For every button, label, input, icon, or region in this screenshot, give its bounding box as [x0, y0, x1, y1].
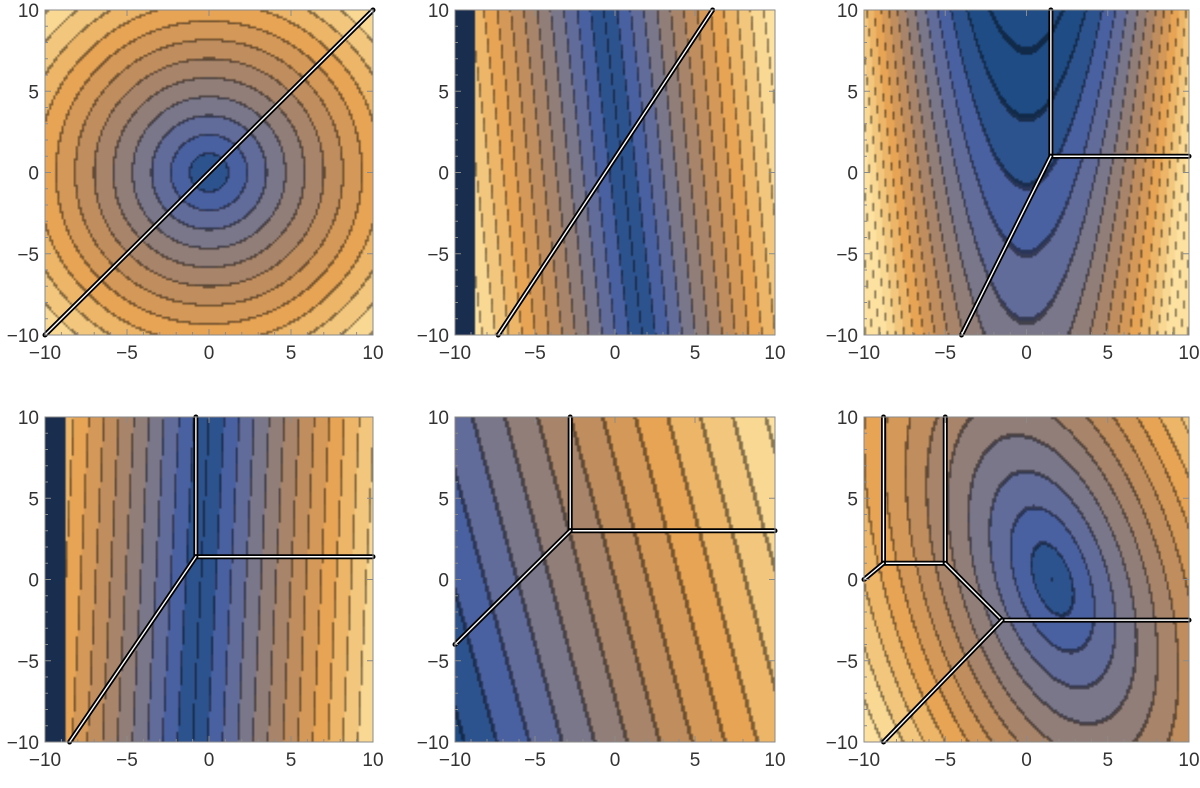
- y-tick-label: −5: [836, 245, 858, 266]
- y-tick-label: 0: [28, 164, 39, 185]
- panel-d: −10−10 −5 −5 0 0 5 5 10 10: [7, 408, 384, 771]
- x-tick-label: 10: [764, 343, 785, 364]
- x-tick-label: −5: [116, 750, 138, 771]
- y-tick-label: −10: [7, 733, 39, 754]
- x-tick-label: 0: [610, 343, 621, 364]
- x-tick-label: −5: [524, 750, 546, 771]
- y-tick-label: −10: [7, 326, 39, 347]
- panel-a: −10−10 −5 −5 0 0 5 5 10 10: [7, 1, 384, 364]
- y-tick-label: 5: [847, 82, 858, 103]
- y-tick-label: 0: [438, 571, 449, 592]
- x-tick-label: 0: [1021, 343, 1032, 364]
- y-tick-label: −10: [826, 326, 858, 347]
- boundary-line-highlight: [497, 9, 714, 336]
- x-tick-label: 0: [204, 750, 215, 771]
- x-tick-label: 10: [1178, 343, 1199, 364]
- contour-field: [455, 10, 775, 335]
- y-tick-label: −5: [17, 652, 39, 673]
- y-tick-label: −5: [427, 245, 449, 266]
- panel-f: −10−10 −5 −5 0 0 5 5 10 10: [826, 408, 1200, 771]
- contour-field: [864, 417, 1189, 742]
- y-tick-label: 10: [428, 408, 449, 429]
- x-tick-label: −10: [439, 343, 471, 364]
- y-tick-label: −5: [427, 652, 449, 673]
- panel-c: −10−10 −5 −5 0 0 5 5 10 10: [826, 1, 1200, 364]
- panel-b: −10−10 −5 −5 0 0 5 5 10 10: [417, 1, 786, 364]
- x-tick-label: −5: [934, 750, 956, 771]
- y-tick-label: 10: [18, 408, 39, 429]
- y-tick-label: 0: [847, 571, 858, 592]
- boundary-line-highlight: [882, 619, 1003, 743]
- y-tick-label: 0: [847, 164, 858, 185]
- x-tick-label: −5: [524, 343, 546, 364]
- x-tick-label: −10: [848, 343, 880, 364]
- x-tick-label: −10: [848, 750, 880, 771]
- y-tick-label: −10: [417, 326, 449, 347]
- y-tick-label: 5: [438, 82, 449, 103]
- x-tick-label: 5: [1102, 750, 1113, 771]
- x-tick-label: 5: [286, 750, 297, 771]
- y-tick-label: −10: [826, 733, 858, 754]
- y-tick-label: 5: [28, 489, 39, 510]
- y-tick-label: −5: [17, 245, 39, 266]
- x-tick-label: 5: [690, 750, 701, 771]
- x-tick-label: −10: [29, 343, 61, 364]
- x-tick-label: 5: [690, 343, 701, 364]
- y-tick-label: 5: [28, 82, 39, 103]
- y-tick-label: 0: [438, 164, 449, 185]
- contour-field: [45, 417, 373, 742]
- x-tick-label: 5: [286, 343, 297, 364]
- x-tick-label: −10: [439, 750, 471, 771]
- y-tick-label: −5: [836, 652, 858, 673]
- boundary-line-highlight: [944, 562, 1003, 621]
- y-tick-label: 10: [18, 1, 39, 22]
- boundary-line-highlight: [68, 556, 197, 743]
- x-tick-label: 0: [1021, 750, 1032, 771]
- boundary-line-highlight: [454, 530, 571, 646]
- contour-field: [864, 10, 1189, 335]
- panels-layer: −10−10−5−500551010−10−10−5−500551010−10−…: [7, 1, 1200, 771]
- contour-field: [455, 417, 775, 742]
- boundary-line-highlight: [960, 155, 1052, 336]
- x-tick-label: −10: [29, 750, 61, 771]
- x-tick-label: 10: [362, 750, 383, 771]
- x-tick-label: 0: [204, 343, 215, 364]
- x-tick-label: 10: [1178, 750, 1199, 771]
- x-tick-label: −5: [934, 343, 956, 364]
- x-tick-label: 10: [362, 343, 383, 364]
- y-tick-label: −10: [417, 733, 449, 754]
- y-tick-label: 10: [837, 408, 858, 429]
- y-tick-label: 0: [28, 571, 39, 592]
- boundary-line-highlight: [863, 562, 885, 581]
- x-tick-label: 10: [764, 750, 785, 771]
- x-tick-label: 5: [1102, 343, 1113, 364]
- y-tick-label: 5: [438, 489, 449, 510]
- x-tick-label: −5: [116, 343, 138, 364]
- panel-e: −10−10 −5 −5 0 0 5 5 10 10: [417, 408, 786, 771]
- y-tick-label: 10: [837, 1, 858, 22]
- boundary-line-highlight: [44, 9, 374, 336]
- y-tick-label: 10: [428, 1, 449, 22]
- x-tick-label: 0: [610, 750, 621, 771]
- y-tick-label: 5: [847, 489, 858, 510]
